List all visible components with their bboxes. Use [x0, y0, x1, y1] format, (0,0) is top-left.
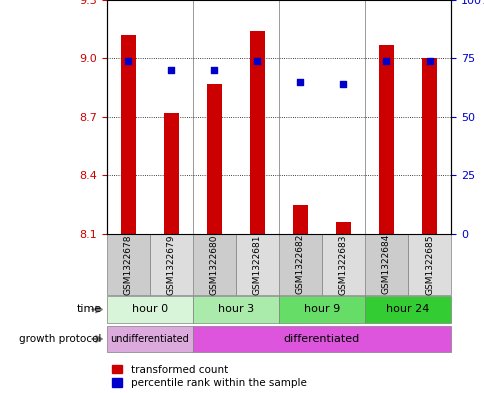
- FancyBboxPatch shape: [278, 234, 321, 295]
- Point: [124, 58, 132, 64]
- Text: hour 0: hour 0: [132, 305, 167, 314]
- Bar: [164, 113, 179, 234]
- FancyBboxPatch shape: [106, 326, 192, 352]
- FancyBboxPatch shape: [192, 296, 278, 323]
- FancyBboxPatch shape: [192, 234, 235, 295]
- Point: [296, 79, 303, 85]
- Text: undifferentiated: undifferentiated: [110, 334, 189, 344]
- FancyBboxPatch shape: [235, 234, 278, 295]
- FancyBboxPatch shape: [192, 326, 450, 352]
- FancyBboxPatch shape: [407, 234, 450, 295]
- Text: time: time: [76, 305, 102, 314]
- Point: [382, 58, 390, 64]
- Text: GSM1322679: GSM1322679: [166, 234, 175, 294]
- Text: GSM1322680: GSM1322680: [210, 234, 218, 294]
- FancyBboxPatch shape: [364, 296, 450, 323]
- FancyBboxPatch shape: [106, 296, 192, 323]
- Text: GSM1322681: GSM1322681: [252, 234, 261, 294]
- Bar: [421, 59, 436, 234]
- Bar: [206, 84, 221, 234]
- Point: [167, 67, 175, 73]
- Legend: transformed count, percentile rank within the sample: transformed count, percentile rank withi…: [112, 365, 306, 388]
- FancyBboxPatch shape: [364, 234, 407, 295]
- FancyBboxPatch shape: [278, 296, 364, 323]
- Text: GSM1322685: GSM1322685: [424, 234, 433, 294]
- Bar: [249, 31, 264, 234]
- Point: [253, 58, 261, 64]
- Text: hour 9: hour 9: [303, 305, 339, 314]
- Point: [210, 67, 218, 73]
- Bar: [378, 45, 393, 234]
- Text: GSM1322682: GSM1322682: [295, 234, 304, 294]
- FancyBboxPatch shape: [106, 234, 150, 295]
- Bar: [292, 205, 307, 234]
- Bar: [121, 35, 136, 234]
- Text: GSM1322678: GSM1322678: [123, 234, 133, 294]
- Bar: [335, 222, 350, 234]
- Point: [425, 58, 433, 64]
- FancyBboxPatch shape: [150, 234, 192, 295]
- Text: differentiated: differentiated: [283, 334, 359, 344]
- Text: hour 24: hour 24: [386, 305, 429, 314]
- Text: GSM1322684: GSM1322684: [381, 234, 390, 294]
- Point: [339, 81, 347, 87]
- FancyBboxPatch shape: [321, 234, 364, 295]
- Text: growth protocol: growth protocol: [19, 334, 102, 344]
- Text: hour 3: hour 3: [217, 305, 253, 314]
- Text: GSM1322683: GSM1322683: [338, 234, 347, 294]
